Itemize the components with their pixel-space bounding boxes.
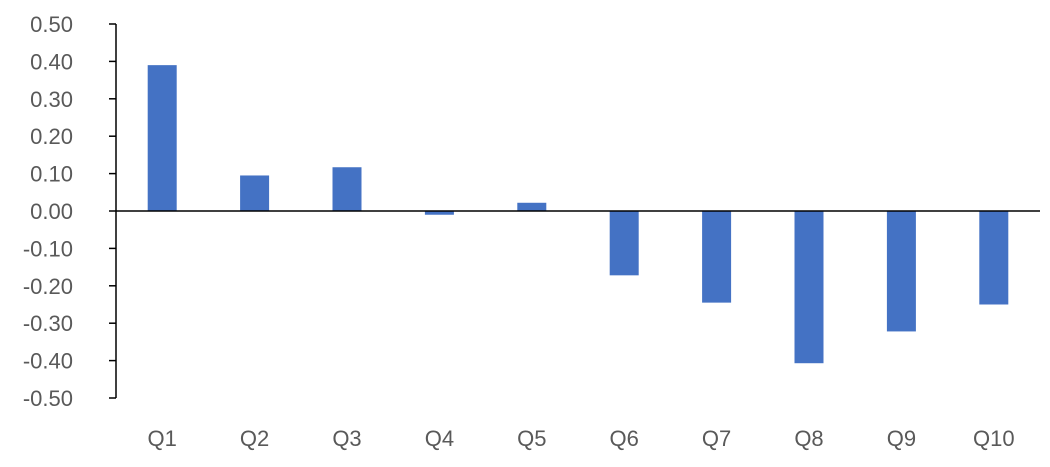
- y-tick-label: 0.00: [30, 199, 73, 224]
- bar-q2: [240, 175, 270, 211]
- y-tick-label: -0.20: [23, 274, 73, 299]
- bar-q10: [979, 211, 1009, 305]
- x-tick-label: Q9: [887, 426, 916, 451]
- y-tick-label: -0.40: [23, 349, 73, 374]
- bar-q1: [147, 65, 177, 211]
- bar-q3: [332, 167, 362, 211]
- x-tick-label: Q5: [517, 426, 546, 451]
- y-tick-label: 0.30: [30, 87, 73, 112]
- y-axis: 0.50 0.40 0.30 0.20 0.10 0.00 -0.10 -0.20 -0.30 -…: [23, 12, 117, 411]
- bar-q5: [517, 202, 547, 211]
- y-tick-label: -0.30: [23, 311, 73, 336]
- y-tick-label: 0.10: [30, 162, 73, 187]
- x-tick-label: Q7: [702, 426, 731, 451]
- x-tick-label: Q2: [240, 426, 269, 451]
- x-tick-label: Q6: [610, 426, 639, 451]
- bar-q4: [424, 211, 454, 215]
- bar-q6: [609, 211, 639, 276]
- bars: [147, 65, 1009, 364]
- y-tick-label: -0.50: [23, 386, 73, 411]
- y-tick-label: 0.20: [30, 124, 73, 149]
- y-tick-label: -0.10: [23, 236, 73, 261]
- bar-q9: [886, 211, 916, 332]
- x-axis: Q1 Q2 Q3 Q4 Q5 Q6 Q7 Q8 Q9 Q10: [116, 210, 1040, 451]
- x-tick-label: Q8: [794, 426, 823, 451]
- y-tick-label: 0.50: [30, 12, 73, 37]
- x-tick-label: Q1: [148, 426, 177, 451]
- bar-q8: [794, 211, 824, 364]
- y-tick-label: 0.40: [30, 49, 73, 74]
- x-tick-label: Q10: [973, 426, 1015, 451]
- x-tick-label: Q4: [425, 426, 454, 451]
- x-tick-label: Q3: [332, 426, 361, 451]
- bar-q7: [702, 211, 732, 303]
